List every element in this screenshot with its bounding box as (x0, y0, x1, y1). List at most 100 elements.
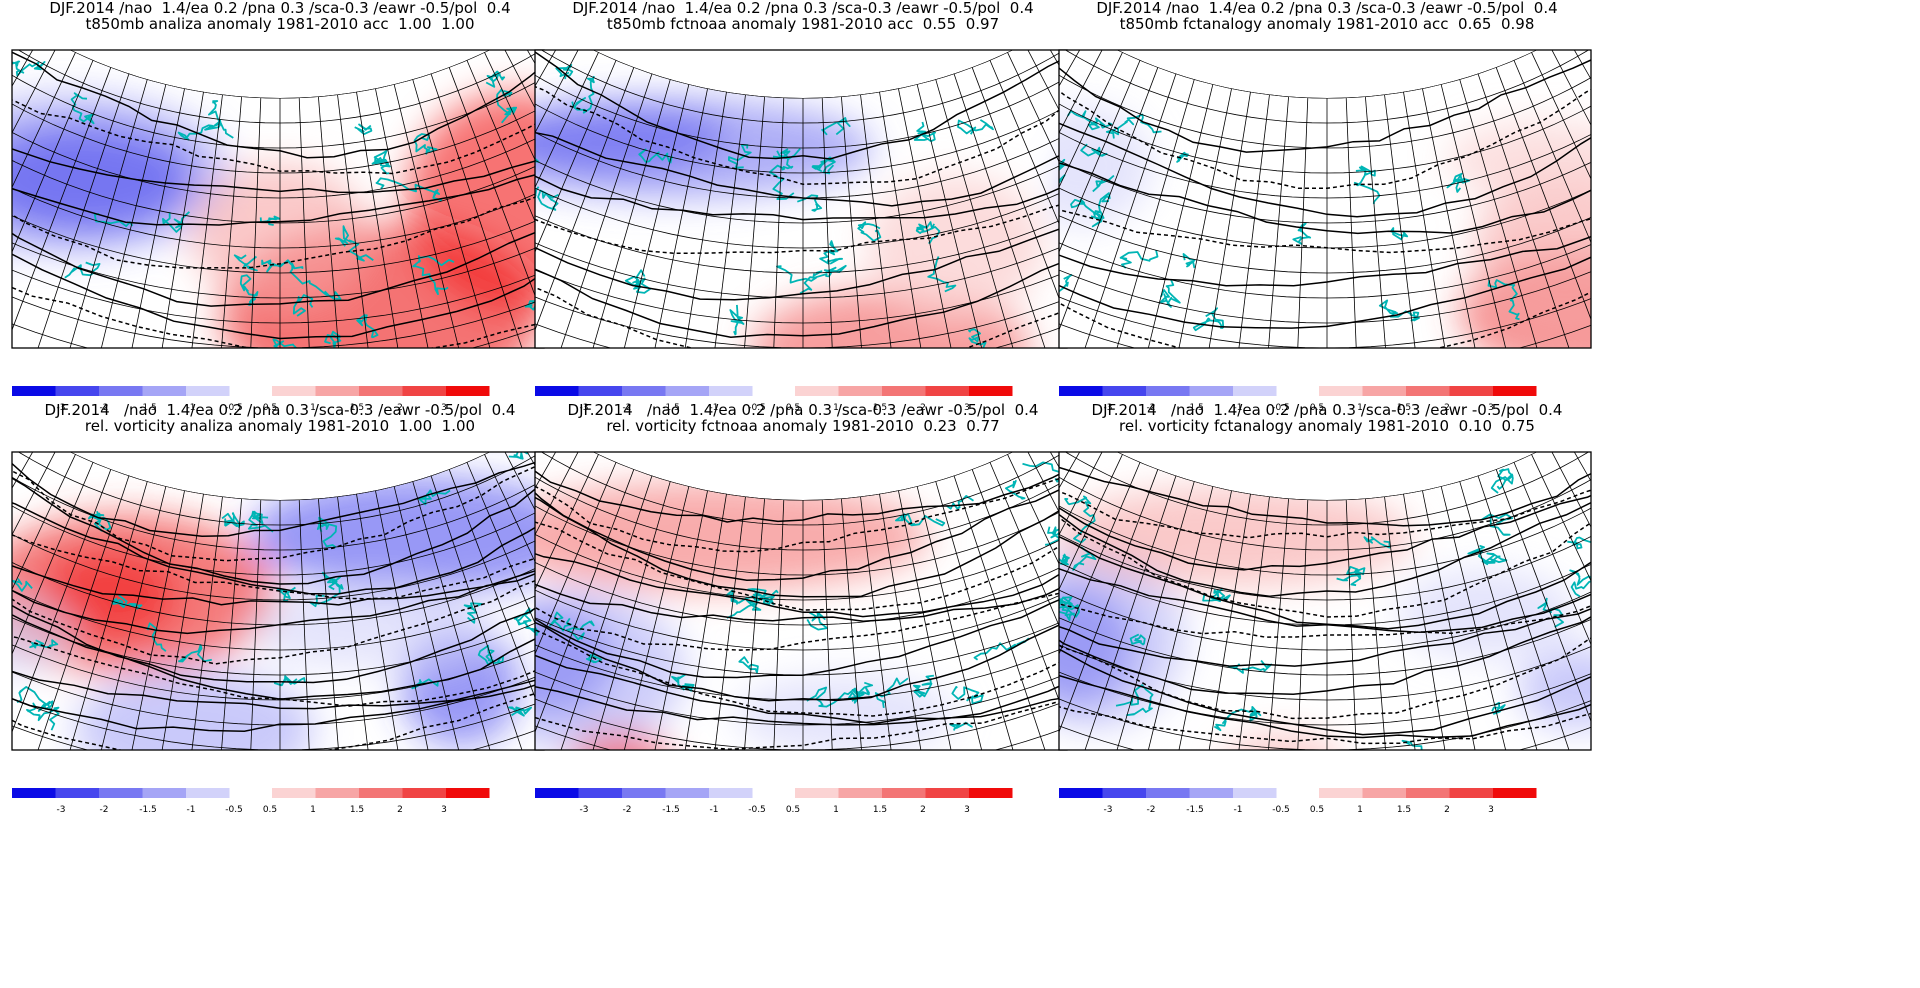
contour-line (535, 50, 1067, 160)
contour-line (535, 518, 1067, 618)
coastline (375, 177, 443, 202)
colorbar-swatch (925, 788, 969, 798)
map-frame (1058, 49, 1592, 349)
colorbar-label: -0.5 (748, 805, 766, 815)
contour-line (1059, 505, 1591, 630)
coastline (913, 674, 935, 698)
coastline (1336, 565, 1366, 587)
colorbar-swatch (315, 788, 359, 798)
colorbar-label: -1.5 (1186, 805, 1204, 815)
colorbar-swatch (55, 386, 99, 396)
contour-line (535, 66, 1067, 186)
anomaly-map (1058, 451, 1592, 751)
contour-line (12, 526, 544, 606)
contour-line (12, 504, 544, 600)
colorbar-swatch (1146, 386, 1190, 396)
colorbar-swatch (1406, 788, 1450, 798)
contour-line (12, 110, 544, 194)
coastline (812, 264, 847, 279)
coastline (1567, 536, 1591, 550)
coastline (1044, 526, 1065, 546)
colorbar-swatch (446, 788, 490, 798)
coastline (1446, 172, 1471, 193)
colorbar-swatch (1449, 386, 1493, 396)
colorbar-label: -3 (1104, 805, 1113, 815)
coastline (413, 133, 438, 155)
coastline (292, 294, 314, 317)
colorbar-swatch (99, 788, 143, 798)
colorbar-label: 3 (441, 805, 447, 815)
coastline (239, 274, 259, 306)
colorbar-swatch (402, 788, 446, 798)
colorbar-label: -2 (1147, 403, 1156, 413)
anomaly-map (11, 49, 545, 349)
coastline (1569, 569, 1591, 598)
map-panel-4: DJF.2014 /nao 1.4/ea 0.2 /pna 0.3 /sca-0… (0, 402, 560, 822)
colorbar-label: -2 (100, 805, 109, 815)
coastline (1105, 113, 1162, 139)
contour-line (12, 622, 544, 732)
coastline (26, 702, 60, 731)
colorbar-swatch (1362, 788, 1406, 798)
colorbar-label: 2 (1444, 403, 1450, 413)
coastline (1467, 544, 1508, 566)
colorbar-label: 1 (1357, 805, 1363, 815)
coastline (418, 489, 451, 506)
coastline (1072, 546, 1097, 571)
colorbar-label: 3 (1488, 805, 1494, 815)
coastline (93, 213, 134, 227)
contour-line (535, 573, 1067, 717)
coastline (334, 225, 374, 262)
contour-line (535, 540, 1067, 622)
contour-line (535, 599, 1067, 725)
colorbar-label: 2 (920, 403, 926, 413)
coastline (725, 589, 762, 619)
contour-line (1059, 472, 1591, 571)
contour-line (1059, 182, 1591, 287)
coastline (819, 240, 843, 265)
anomaly-shade (1059, 105, 1153, 226)
colorbar-label: -3 (57, 403, 66, 413)
contour-line (12, 542, 544, 684)
colorbar-swatch (1059, 386, 1103, 396)
colorbar-swatch (402, 386, 446, 396)
coastline (973, 637, 1030, 661)
colorbar-swatch (186, 386, 230, 396)
colorbar-swatch (1493, 386, 1537, 396)
coastline (1047, 172, 1053, 198)
colorbar-swatch (142, 386, 186, 396)
coastline (945, 495, 975, 510)
panel-subtitle: rel. vorticity analiza anomaly 1981-2010… (84, 417, 476, 435)
coastline (847, 686, 870, 704)
coastline (496, 88, 517, 124)
colorbar-swatch (969, 386, 1013, 396)
colorbar-label: 3 (1488, 403, 1494, 413)
contour-line (535, 158, 1067, 255)
colorbar-swatch (665, 386, 709, 396)
colorbar-swatch (665, 788, 709, 798)
map-panel-2: DJF.2014 /nao 1.4/ea 0.2 /pna 0.3 /sca-0… (523, 0, 1083, 420)
coastline (949, 721, 973, 731)
colorbar: -3 -2 -1.5 -1 -0.5 0.5 1 1.5 2 3 (535, 386, 1013, 413)
coastline (276, 586, 296, 602)
coastline (1378, 299, 1420, 322)
colorbar-label: -1 (187, 805, 196, 815)
colorbar-label: -3 (57, 805, 66, 815)
panel-header: DJF.2014 /nao 1.4/ea 0.2 /pna 0.3 /sca-0… (1091, 401, 1563, 419)
colorbar-swatch (186, 788, 230, 798)
coastline (811, 156, 836, 175)
anomaly-shade (535, 591, 686, 750)
coastline (1059, 543, 1070, 566)
coastline (411, 678, 440, 690)
panel-header: DJF.2014 /nao 1.4/ea 0.2 /pna 0.3 /sca-0… (572, 0, 1034, 17)
colorbar-label: -1 (1234, 403, 1243, 413)
colorbar-label: -2 (623, 403, 632, 413)
contour-line (1059, 61, 1591, 190)
colorbar-label: 0.5 (786, 403, 800, 413)
panel-header: DJF.2014 /nao 1.4/ea 0.2 /pna 0.3 /sca-0… (49, 0, 511, 17)
coastline (638, 148, 673, 164)
contour-line (1059, 614, 1591, 739)
colorbar-swatch (1102, 788, 1146, 798)
colorbar-label: 3 (441, 403, 447, 413)
colorbar-swatch (969, 788, 1013, 798)
